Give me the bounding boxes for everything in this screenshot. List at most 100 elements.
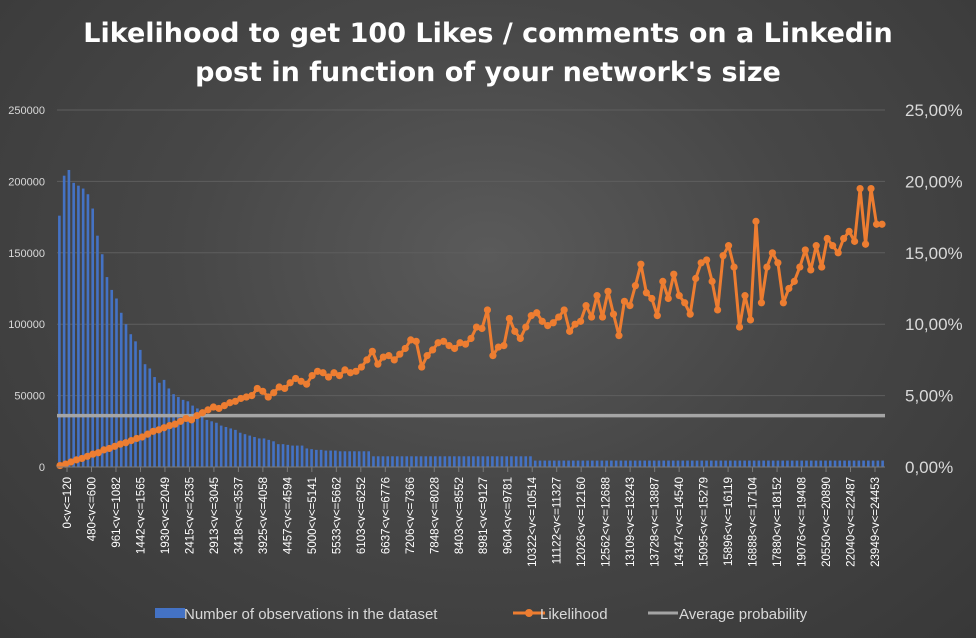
bar bbox=[733, 460, 737, 467]
bar bbox=[462, 456, 466, 467]
bar bbox=[819, 460, 823, 467]
bar bbox=[514, 456, 518, 467]
likelihood-point bbox=[818, 263, 826, 271]
likelihood-point bbox=[226, 399, 234, 407]
likelihood-point bbox=[368, 347, 376, 355]
likelihood-point bbox=[374, 360, 382, 368]
x-tick-label: 10322<v<=10514 bbox=[527, 476, 539, 566]
bar bbox=[424, 456, 428, 467]
likelihood-point bbox=[281, 384, 289, 393]
bar bbox=[153, 377, 156, 467]
likelihood-point bbox=[697, 259, 705, 267]
x-tick-label: 13728<v<=13887 bbox=[650, 477, 662, 567]
likelihood-point bbox=[407, 336, 415, 344]
bar bbox=[676, 460, 680, 467]
bar bbox=[586, 460, 589, 467]
likelihood-point bbox=[587, 313, 596, 321]
likelihood-point bbox=[878, 220, 886, 228]
bar bbox=[319, 449, 323, 467]
x-tick-label: 6103<v<=6252 bbox=[356, 477, 368, 554]
bar bbox=[495, 456, 499, 467]
bar bbox=[629, 460, 632, 467]
bar bbox=[662, 460, 666, 467]
likelihood-point bbox=[297, 377, 305, 385]
bar bbox=[538, 460, 542, 467]
likelihood-point bbox=[840, 234, 848, 243]
likelihood-point bbox=[187, 416, 196, 424]
bar bbox=[381, 456, 385, 467]
right-axis: 0,00% 5,00% 10,00% 15,00% 20,00% 25,00% bbox=[905, 101, 963, 477]
legend-label-likelihood: Likelihood bbox=[540, 606, 608, 623]
bar bbox=[486, 456, 489, 467]
bar bbox=[714, 460, 718, 467]
likelihood-point bbox=[686, 310, 694, 318]
likelihood-point bbox=[445, 342, 453, 350]
bar bbox=[833, 460, 837, 467]
bar bbox=[576, 460, 580, 467]
x-tick-label: 17880<v<=18152 bbox=[772, 477, 784, 567]
bar bbox=[329, 450, 332, 467]
likelihood-point bbox=[341, 366, 349, 374]
bar bbox=[562, 460, 566, 467]
y-right-tick-label: 5,00% bbox=[905, 387, 953, 406]
bar bbox=[567, 460, 570, 467]
bar bbox=[686, 460, 689, 467]
likelihood-point bbox=[741, 292, 749, 300]
x-tick-label: 6637<v<=6776 bbox=[380, 477, 392, 554]
bar bbox=[771, 460, 775, 467]
x-tick-label: 2415<v<=2535 bbox=[184, 477, 196, 554]
bar bbox=[224, 427, 228, 467]
bar bbox=[248, 435, 252, 467]
x-tick-label: 15095<v<=15279 bbox=[699, 477, 711, 567]
left-axis: 0 50000 100000 150000 200000 250000 bbox=[8, 105, 45, 474]
likelihood-point bbox=[708, 277, 716, 285]
x-tick-label: 3925<v<=4058 bbox=[258, 477, 270, 554]
bar bbox=[67, 169, 71, 467]
bar bbox=[310, 449, 313, 467]
likelihood-point bbox=[642, 289, 650, 297]
x-tick-label: 5000<v<=5141 bbox=[307, 477, 319, 554]
likelihood-point bbox=[692, 274, 700, 283]
likelihood-point bbox=[149, 427, 157, 435]
legend-swatch-marker bbox=[525, 609, 533, 617]
bar bbox=[624, 460, 627, 467]
x-tick-label: 13109<v<=13243 bbox=[625, 477, 637, 567]
bar bbox=[643, 460, 646, 467]
bar bbox=[372, 456, 375, 467]
bar bbox=[343, 451, 347, 467]
likelihood-point bbox=[757, 299, 766, 307]
likelihood-point bbox=[198, 409, 207, 417]
likelihood-point bbox=[122, 439, 130, 447]
likelihood-point bbox=[182, 414, 190, 423]
likelihood-point bbox=[774, 259, 782, 267]
bar bbox=[315, 449, 318, 467]
likelihood-point bbox=[790, 277, 798, 285]
likelihood-point bbox=[467, 334, 475, 343]
likelihood-point bbox=[144, 430, 152, 438]
bar bbox=[181, 399, 185, 467]
bar bbox=[600, 460, 604, 467]
likelihood-point bbox=[637, 260, 645, 268]
likelihood-point bbox=[204, 406, 212, 414]
bar bbox=[305, 448, 309, 467]
bar bbox=[405, 456, 409, 467]
likelihood-point bbox=[193, 411, 201, 420]
bar bbox=[210, 421, 213, 467]
x-tick-label: 15896<v<=16119 bbox=[723, 477, 735, 566]
bar bbox=[781, 460, 784, 467]
likelihood-point bbox=[538, 317, 546, 325]
likelihood-point bbox=[719, 252, 727, 260]
x-tick-label: 961<v<=1082 bbox=[111, 477, 123, 548]
bar bbox=[690, 460, 694, 467]
bar bbox=[710, 460, 713, 467]
likelihood-point bbox=[505, 314, 513, 323]
bar bbox=[410, 456, 413, 467]
bar bbox=[234, 429, 237, 467]
likelihood-point bbox=[215, 404, 223, 413]
likelihood-point bbox=[478, 324, 486, 333]
bar bbox=[848, 460, 851, 467]
y-left-tick-label: 100000 bbox=[8, 319, 45, 331]
bar bbox=[748, 460, 751, 467]
likelihood-point bbox=[796, 263, 804, 271]
